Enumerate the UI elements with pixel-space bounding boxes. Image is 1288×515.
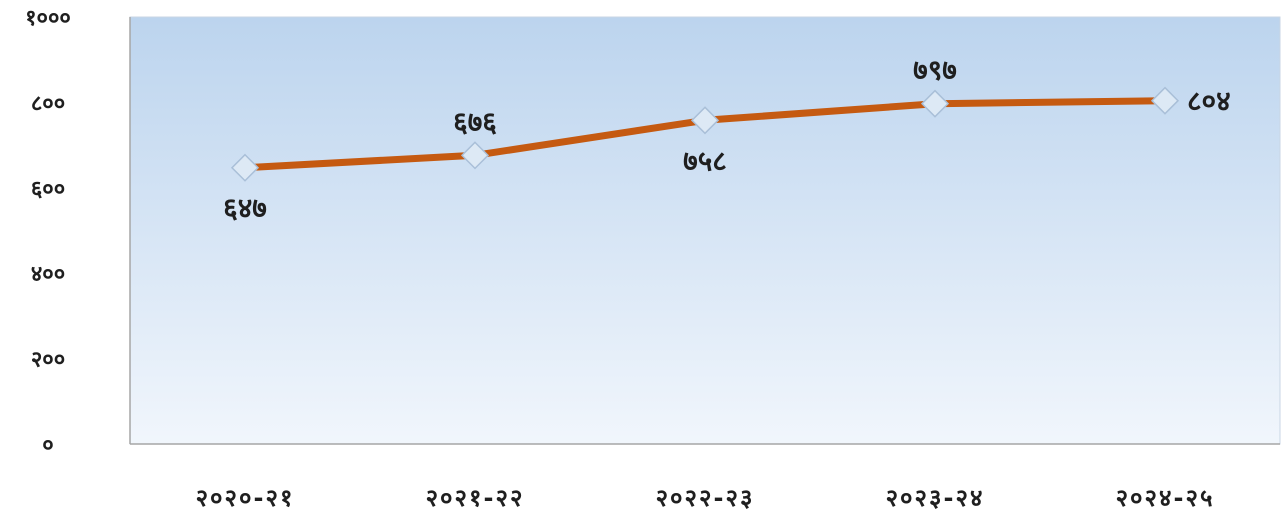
y-tick-label: ० <box>42 433 53 458</box>
data-label: ७५८ <box>683 144 727 177</box>
data-point-marker <box>460 141 490 170</box>
data-point-marker <box>1150 86 1180 115</box>
data-label: ६४७ <box>223 192 267 225</box>
data-point-marker <box>690 106 720 135</box>
x-tick-label: २०२३-२४ <box>886 484 985 512</box>
x-tick-label: २०२४-२५ <box>1116 484 1215 512</box>
plot-area <box>129 16 1281 445</box>
data-point-marker <box>920 89 950 118</box>
y-tick-label: ४०० <box>31 262 65 287</box>
data-point-marker <box>230 153 260 182</box>
data-label: ६७६ <box>453 105 497 138</box>
y-tick-label: १००० <box>25 6 71 31</box>
y-tick-label: ६०० <box>31 177 65 202</box>
y-tick-label: २०० <box>31 348 65 373</box>
data-label: ७९७ <box>913 54 957 87</box>
x-tick-label: २०२१-२२ <box>426 484 525 512</box>
x-tick-label: २०२२-२३ <box>656 484 755 512</box>
data-label: ८०४ <box>1187 85 1231 118</box>
y-tick-label: ८०० <box>31 91 65 116</box>
x-tick-label: २०२०-२१ <box>196 484 295 512</box>
